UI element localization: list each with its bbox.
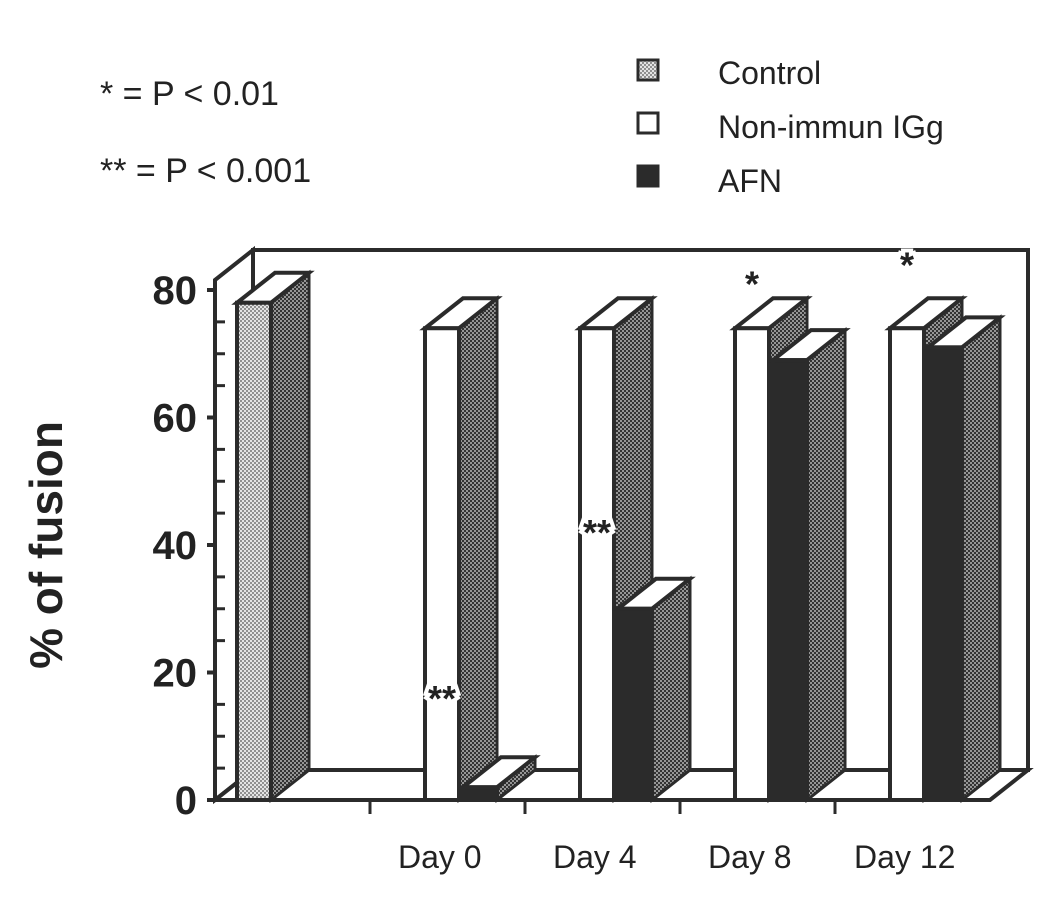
significance-marker: * (900, 244, 914, 285)
bar-front (771, 358, 809, 802)
y-tick-label: 60 (153, 397, 198, 441)
x-tick-label: Day 0 (398, 839, 482, 875)
legend-label-control: Control (718, 55, 821, 91)
axes: 0 20 40 60 80 Day 0 Day 4 Day 8 Day 12 (153, 269, 990, 875)
bar-side (457, 295, 499, 804)
bar-non-immun-igg (419, 295, 503, 804)
bar-front (888, 326, 926, 802)
bar-front (423, 326, 461, 802)
bar-front (733, 326, 771, 802)
legend-swatch-afn (636, 164, 660, 188)
x-tick-label: Day 8 (708, 839, 792, 875)
y-tick-label: 20 (153, 652, 198, 696)
legend: Control Non-immun IGg AFN (636, 55, 944, 199)
bar-side (805, 327, 847, 804)
significance-marker: ** (428, 678, 456, 719)
significance-note-1: * = P < 0.01 (100, 75, 279, 113)
bar-front (616, 606, 654, 802)
bar-afn (612, 575, 696, 804)
bar-afn (457, 754, 541, 804)
bars (231, 269, 1006, 804)
bar-afn (922, 314, 1006, 804)
legend-label-igg: Non-immun IGg (718, 109, 944, 145)
significance-marker: ** (583, 512, 611, 553)
significance-marker: * (745, 263, 759, 304)
legend-label-afn: AFN (718, 163, 782, 199)
y-tick-label: 80 (153, 269, 198, 313)
bar-front (926, 345, 964, 802)
bar-side (269, 269, 311, 804)
annotations: ***** * (424, 240, 918, 723)
x-tick-label: Day 12 (854, 839, 955, 875)
bar-afn (767, 327, 851, 804)
legend-swatch-control (636, 58, 660, 82)
bar-non-immun-igg (574, 295, 658, 804)
legend-swatch-igg (636, 111, 660, 135)
significance-note-2: ** = P < 0.001 (100, 152, 311, 190)
y-tick-label: 40 (153, 524, 198, 568)
bar-front (235, 300, 273, 802)
y-axis-label: % of fusion (20, 421, 72, 669)
x-tick-label: Day 4 (553, 839, 637, 875)
bar-side (960, 314, 1002, 804)
bar-front (578, 326, 616, 802)
bar-control (231, 269, 315, 804)
y-tick-label: 0 (175, 779, 197, 823)
bar-side (650, 575, 692, 804)
